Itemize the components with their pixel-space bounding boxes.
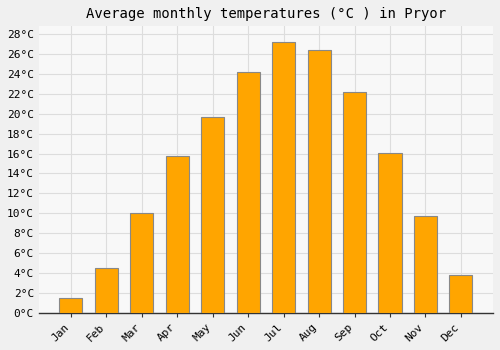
Bar — [343, 92, 366, 313]
Title: Average monthly temperatures (°C ) in Pryor: Average monthly temperatures (°C ) in Pr… — [86, 7, 446, 21]
Bar — [378, 153, 402, 313]
Bar — [60, 298, 82, 313]
Bar — [236, 72, 260, 313]
Bar — [201, 117, 224, 313]
Bar — [166, 155, 189, 313]
Bar — [95, 268, 118, 313]
Bar — [308, 50, 330, 313]
Bar — [272, 42, 295, 313]
Bar — [414, 216, 437, 313]
Bar — [450, 275, 472, 313]
Bar — [130, 213, 154, 313]
